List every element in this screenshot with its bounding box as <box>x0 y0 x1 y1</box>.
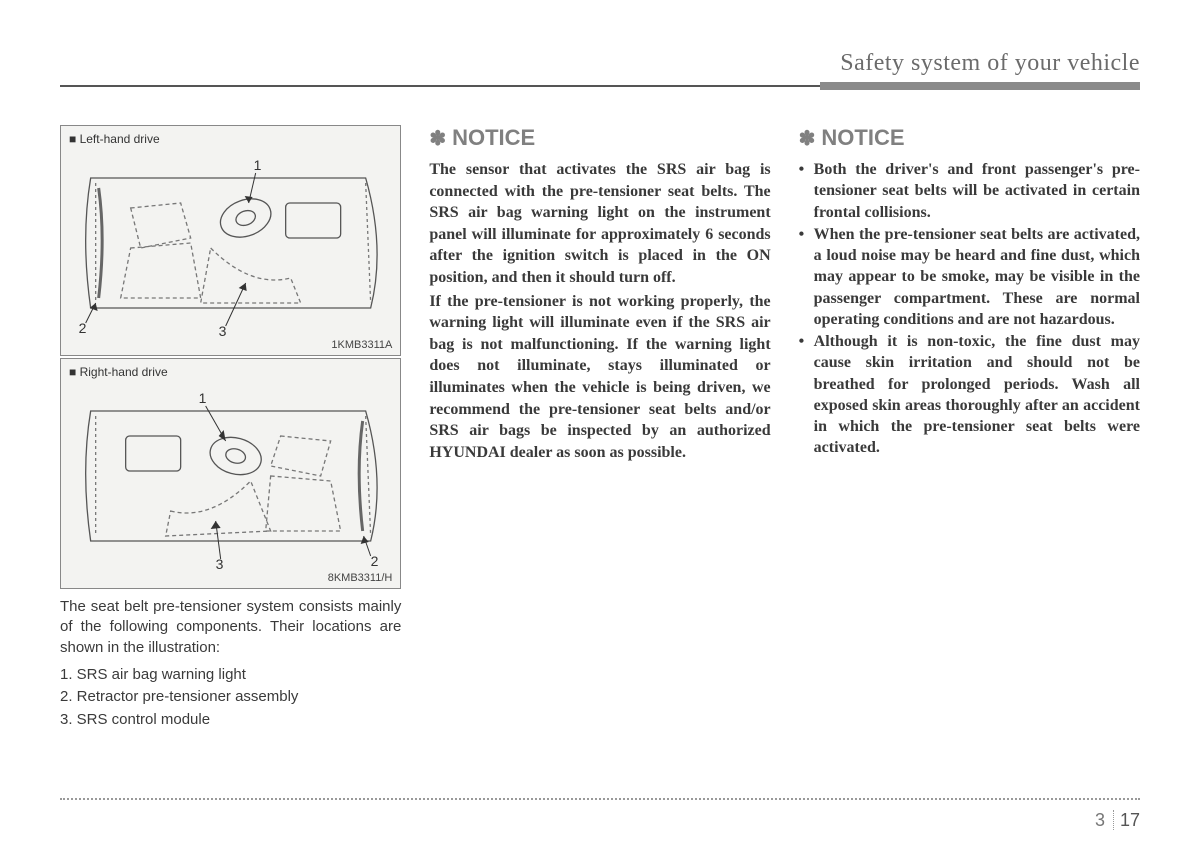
figure-label: ■ Left-hand drive <box>69 132 392 146</box>
footer-rule <box>60 798 1140 800</box>
notice-heading: ✽ NOTICE <box>429 125 770 151</box>
list-item: Although it is non-toxic, the fine dust … <box>799 331 1140 459</box>
list-item: When the pre-tensioner seat belts are ac… <box>799 224 1140 330</box>
list-item: 1. SRS air bag warning light <box>60 664 401 687</box>
notice-heading: ✽ NOTICE <box>799 125 1140 151</box>
content-columns: ■ Left-hand drive 1 <box>60 125 1140 731</box>
notice-body: The sensor that activates the SRS air ba… <box>429 159 770 463</box>
component-list: 1. SRS air bag warning light 2. Retracto… <box>60 664 401 732</box>
page-footer: 3 17 <box>60 798 1140 831</box>
figure-code: 1KMB3311A <box>69 339 392 351</box>
figure-code: 8KMB3311/H <box>69 572 392 584</box>
notice-bullet-list: Both the driver's and front passenger's … <box>799 159 1140 459</box>
intro-paragraph: The seat belt pre-tensioner system consi… <box>60 597 401 658</box>
page-header: Safety system of your vehicle <box>60 50 1140 77</box>
page-number: 3 17 <box>60 810 1140 831</box>
callout-1: 1 <box>199 390 207 406</box>
column-3: ✽ NOTICE Both the driver's and front pas… <box>799 125 1140 731</box>
figure-left-hand-drive: ■ Left-hand drive 1 <box>60 125 401 356</box>
notice-label: NOTICE <box>452 125 535 151</box>
column-2: ✽ NOTICE The sensor that activates the S… <box>429 125 770 731</box>
list-item: 2. Retractor pre-tensioner assembly <box>60 686 401 709</box>
callout-3: 3 <box>219 323 227 338</box>
callout-3: 3 <box>216 556 224 571</box>
chapter-title: Safety system of your vehicle <box>840 50 1140 76</box>
notice-paragraph: If the pre-tensioner is not working prop… <box>429 291 770 464</box>
callout-1: 1 <box>254 157 262 173</box>
car-interior-diagram-lhd: 1 2 3 <box>69 148 392 338</box>
column-1: ■ Left-hand drive 1 <box>60 125 401 731</box>
figure-label: ■ Right-hand drive <box>69 365 392 379</box>
car-interior-diagram-rhd: 1 2 3 <box>69 381 392 571</box>
header-rule <box>60 85 1140 90</box>
notice-paragraph: The sensor that activates the SRS air ba… <box>429 159 770 289</box>
callout-2: 2 <box>371 553 379 569</box>
callout-2: 2 <box>79 320 87 336</box>
notice-star-icon: ✽ <box>429 126 446 151</box>
list-item: 3. SRS control module <box>60 709 401 732</box>
notice-star-icon: ✽ <box>799 126 816 151</box>
page-num: 17 <box>1120 810 1140 830</box>
figure-right-hand-drive: ■ Right-hand drive 1 <box>60 358 401 589</box>
chapter-number: 3 <box>1095 810 1114 830</box>
list-item: Both the driver's and front passenger's … <box>799 159 1140 223</box>
notice-label: NOTICE <box>821 125 904 151</box>
